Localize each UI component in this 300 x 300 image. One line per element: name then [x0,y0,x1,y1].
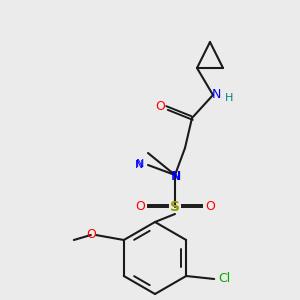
Text: N: N [135,160,143,170]
Text: Cl: Cl [218,272,230,286]
Text: S: S [170,200,180,214]
Text: O: O [86,229,96,242]
Text: N: N [136,159,144,169]
Text: H: H [225,93,233,103]
Text: N: N [170,169,180,182]
Text: O: O [135,200,145,214]
Text: N: N [211,88,221,101]
Text: O: O [155,100,165,113]
Text: O: O [205,200,215,214]
Text: N: N [171,169,181,182]
